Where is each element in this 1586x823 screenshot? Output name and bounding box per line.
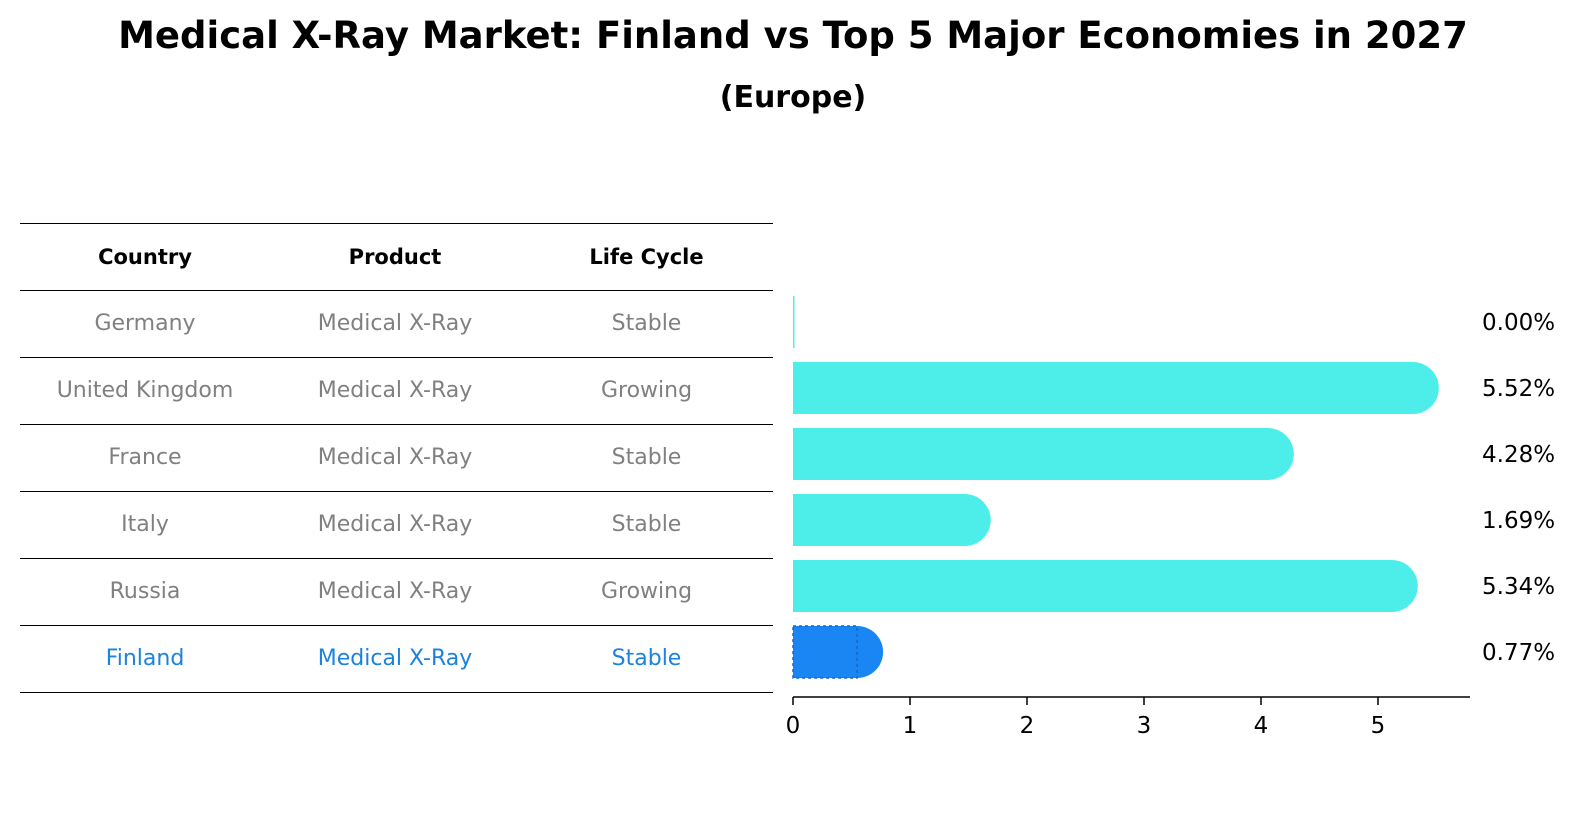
- x-tick-label: 1: [903, 713, 918, 739]
- data-label: 5.52%: [1482, 376, 1555, 402]
- cell-country: United Kingdom: [56, 378, 234, 403]
- bar-russia: [793, 560, 1418, 612]
- data-label: 1.69%: [1482, 508, 1555, 534]
- cell-product: Medical X-Ray: [317, 445, 473, 470]
- cell-life-cycle: Stable: [611, 445, 682, 470]
- header-life-cycle: Life Cycle: [589, 245, 704, 269]
- bar-united-kingdom: [793, 362, 1439, 414]
- cell-country: Germany: [94, 311, 196, 336]
- table-row: United Kingdom Medical X-Ray Growing: [20, 357, 773, 424]
- cell-product: Medical X-Ray: [317, 378, 473, 403]
- cell-life-cycle: Stable: [611, 512, 682, 537]
- table-row: Russia Medical X-Ray Growing: [20, 558, 773, 625]
- x-tick-label: 2: [1020, 713, 1035, 739]
- data-label: 5.34%: [1482, 574, 1555, 600]
- x-tick-label: 5: [1371, 713, 1386, 739]
- cell-product: Medical X-Ray: [317, 512, 473, 537]
- bar-italy: [793, 494, 991, 546]
- bar-finland: [793, 626, 884, 678]
- table-row: Italy Medical X-Ray Stable: [20, 491, 773, 558]
- cell-country: Italy: [121, 512, 169, 537]
- cell-country: Finland: [105, 646, 185, 671]
- table-row-highlighted: Finland Medical X-Ray Stable: [20, 625, 773, 693]
- table-row: France Medical X-Ray Stable: [20, 424, 773, 491]
- x-tick-label: 3: [1137, 713, 1152, 739]
- header-product: Product: [348, 245, 442, 269]
- chart-title: Medical X-Ray Market: Finland vs Top 5 M…: [118, 14, 1468, 57]
- data-label: 4.28%: [1482, 442, 1555, 468]
- bar-highlight-outline: [792, 625, 858, 679]
- cell-life-cycle: Growing: [600, 378, 693, 403]
- bar-france: [793, 428, 1294, 480]
- x-tick-label: 0: [786, 713, 801, 739]
- header-country: Country: [98, 245, 192, 269]
- cell-country: France: [108, 445, 182, 470]
- chart-subtitle: (Europe): [719, 80, 867, 115]
- table-row: Germany Medical X-Ray Stable: [20, 290, 773, 357]
- data-table: Country Product Life Cycle Germany Medic…: [20, 223, 773, 693]
- cell-life-cycle: Growing: [600, 579, 693, 604]
- table-header-row: Country Product Life Cycle: [20, 223, 773, 290]
- x-tick-label: 4: [1254, 713, 1269, 739]
- data-label: 0.77%: [1482, 640, 1555, 666]
- data-label: 0.00%: [1482, 310, 1555, 336]
- cell-product: Medical X-Ray: [317, 579, 473, 604]
- cell-life-cycle: Stable: [611, 311, 682, 336]
- cell-product: Medical X-Ray: [317, 646, 473, 671]
- cell-product: Medical X-Ray: [317, 311, 473, 336]
- cell-country: Russia: [109, 579, 181, 604]
- cell-life-cycle: Stable: [611, 646, 682, 671]
- bar-germany: [793, 296, 795, 348]
